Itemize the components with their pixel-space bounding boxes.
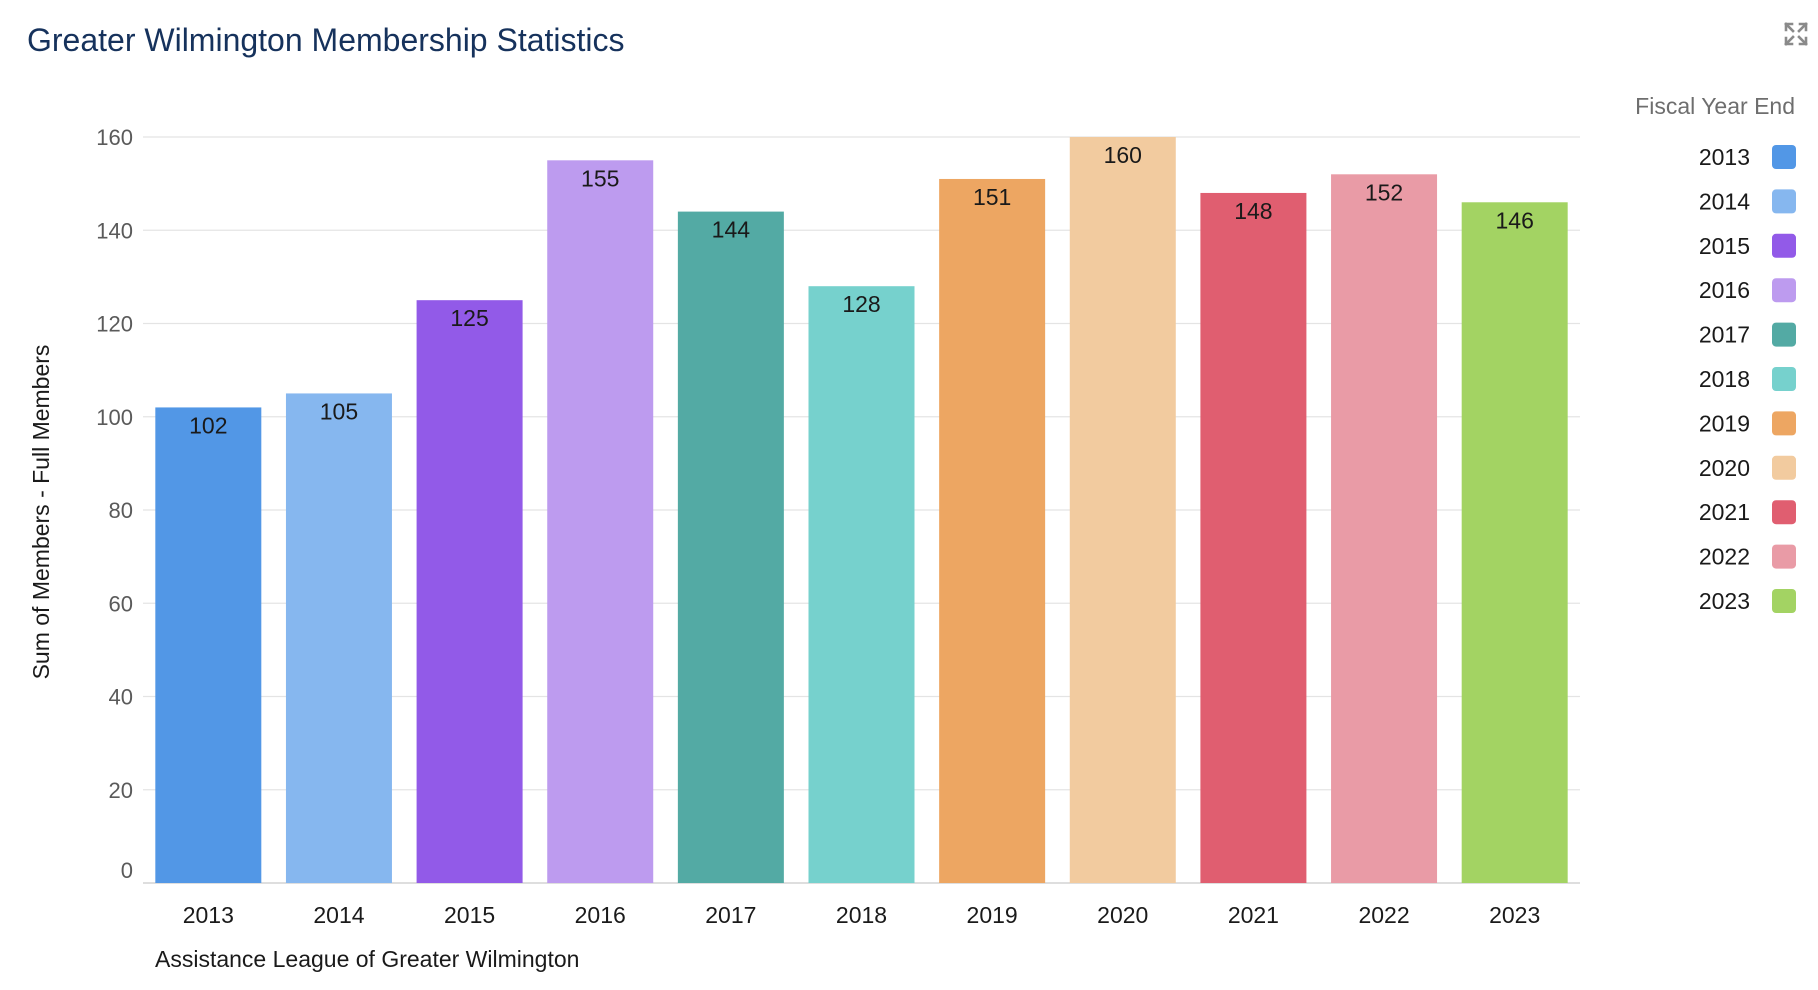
legend-swatch-2018[interactable]	[1772, 367, 1796, 391]
legend-label-2016: 2016	[1699, 277, 1750, 303]
y-tick-label: 140	[96, 218, 133, 243]
data-label-2013: 102	[189, 412, 227, 438]
legend-label-2022: 2022	[1699, 544, 1750, 570]
x-tick-label-2022: 2022	[1358, 902, 1409, 928]
data-label-2021: 148	[1234, 198, 1272, 224]
x-axis-title: Assistance League of Greater Wilmington	[155, 946, 579, 972]
bar-2021[interactable]	[1200, 192, 1307, 883]
y-tick-label: 160	[96, 125, 133, 150]
legend-label-2017: 2017	[1699, 322, 1750, 348]
legend-label-2019: 2019	[1699, 410, 1750, 436]
legend-swatch-2020[interactable]	[1772, 455, 1796, 480]
chart-title: Greater Wilmington Membership Statistics	[27, 22, 625, 58]
legend-swatch-2013[interactable]	[1772, 145, 1796, 169]
data-label-2014: 105	[320, 398, 358, 424]
y-tick-label: 80	[109, 498, 133, 523]
y-tick-label: 120	[96, 312, 133, 337]
legend-title: Fiscal Year End	[1635, 93, 1795, 119]
x-tick-label-2013: 2013	[183, 902, 234, 928]
bar-2018[interactable]	[808, 286, 915, 883]
x-tick-label-2015: 2015	[444, 902, 495, 928]
bar-2022[interactable]	[1331, 174, 1438, 884]
legend-swatch-2021[interactable]	[1772, 500, 1796, 525]
legend-swatch-2014[interactable]	[1772, 189, 1796, 214]
legend-label-2020: 2020	[1699, 455, 1750, 481]
bar-2020[interactable]	[1069, 137, 1176, 883]
legend-swatch-2019[interactable]	[1772, 411, 1796, 436]
legend-swatch-2022[interactable]	[1772, 544, 1796, 569]
legend-label-2015: 2015	[1699, 233, 1750, 259]
legend-swatch-2015[interactable]	[1772, 233, 1796, 258]
data-label-2016: 155	[581, 165, 619, 191]
legend-label-2013: 2013	[1699, 144, 1750, 170]
y-tick-label: 100	[96, 405, 133, 430]
x-tick-label-2018: 2018	[836, 902, 887, 928]
x-tick-label-2021: 2021	[1228, 902, 1279, 928]
bar-2019[interactable]	[939, 178, 1046, 883]
data-label-2020: 160	[1104, 142, 1142, 168]
x-tick-label-2017: 2017	[705, 902, 756, 928]
y-tick-label: 20	[109, 778, 133, 803]
x-tick-label-2020: 2020	[1097, 902, 1148, 928]
data-label-2022: 152	[1365, 179, 1403, 205]
x-tick-label-2014: 2014	[313, 902, 364, 928]
data-label-2017: 144	[712, 217, 751, 243]
legend-label-2018: 2018	[1699, 366, 1750, 392]
data-label-2023: 146	[1495, 207, 1533, 233]
bar-2023[interactable]	[1461, 202, 1568, 883]
legend-label-2021: 2021	[1699, 499, 1750, 525]
x-tick-label-2019: 2019	[967, 902, 1018, 928]
legend-label-2023: 2023	[1699, 588, 1750, 614]
legend-label-2014: 2014	[1699, 188, 1750, 214]
legend-swatch-2016[interactable]	[1772, 278, 1796, 303]
bar-2017[interactable]	[677, 211, 784, 884]
bar-2016[interactable]	[547, 160, 654, 883]
legend-swatch-2023[interactable]	[1772, 589, 1796, 613]
bar-2013[interactable]	[155, 407, 262, 883]
data-label-2015: 125	[450, 305, 488, 331]
y-tick-label: 40	[109, 685, 133, 710]
x-tick-label-2016: 2016	[575, 902, 626, 928]
data-label-2018: 128	[842, 291, 880, 317]
bar-2015[interactable]	[416, 300, 523, 883]
legend-swatch-2017[interactable]	[1772, 322, 1796, 347]
y-tick-label: 60	[109, 591, 133, 616]
expand-icon	[1784, 22, 1808, 46]
bar-2014[interactable]	[285, 393, 392, 883]
expand-button[interactable]	[1782, 20, 1810, 48]
y-tick-label: 0	[121, 858, 133, 883]
x-tick-label-2023: 2023	[1489, 902, 1540, 928]
y-axis-title: Sum of Members - Full Members	[28, 345, 54, 680]
data-label-2019: 151	[973, 184, 1011, 210]
